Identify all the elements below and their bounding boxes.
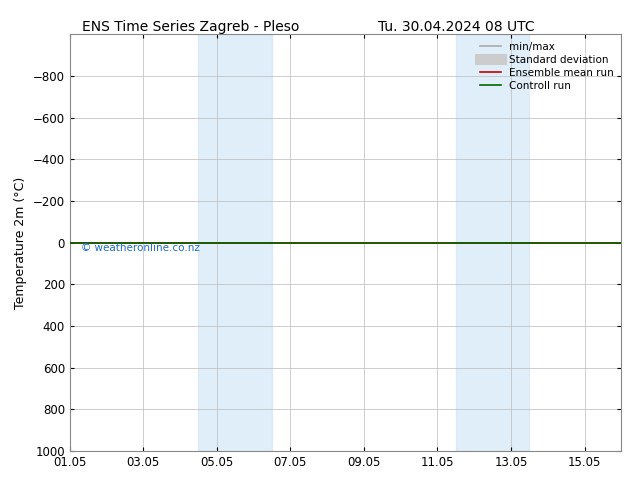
Legend: min/max, Standard deviation, Ensemble mean run, Controll run: min/max, Standard deviation, Ensemble me…: [476, 37, 618, 95]
Bar: [198, 34, 272, 451]
Text: © weatheronline.co.nz: © weatheronline.co.nz: [81, 243, 200, 252]
Y-axis label: Temperature 2m (°C): Temperature 2m (°C): [14, 176, 27, 309]
Text: ENS Time Series Zagreb - Pleso: ENS Time Series Zagreb - Pleso: [82, 20, 299, 34]
Text: Tu. 30.04.2024 08 UTC: Tu. 30.04.2024 08 UTC: [378, 20, 535, 34]
Bar: [456, 34, 529, 451]
